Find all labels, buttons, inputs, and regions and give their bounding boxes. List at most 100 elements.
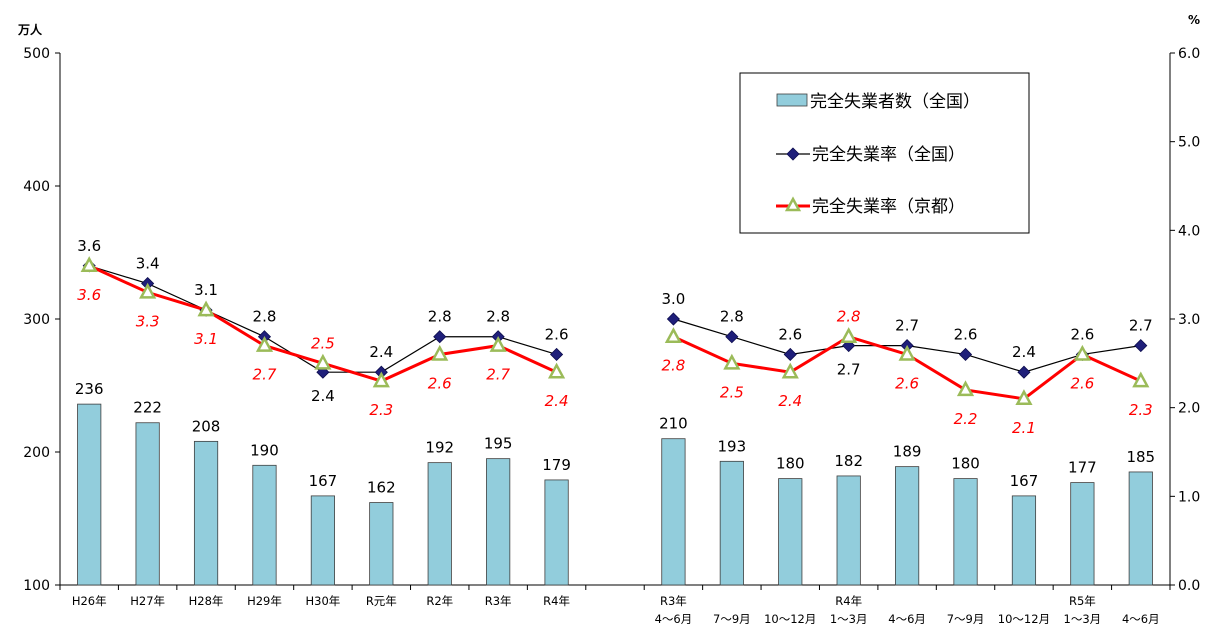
kyoto-rate-label: 2.1 [1012, 419, 1036, 437]
right-tick-label: 3.0 [1178, 312, 1200, 328]
left-tick-label: 500 [23, 46, 50, 62]
bar [310, 495, 335, 586]
legend-entry-bar: 完全失業者数（全国） [810, 92, 980, 112]
left-tick-label: 300 [23, 312, 50, 328]
x-tick-label: R2年 [426, 594, 453, 608]
bar [953, 478, 978, 586]
bar [836, 475, 861, 586]
national-rate-label: 3.6 [77, 237, 101, 255]
right-tick-label: 5.0 [1178, 135, 1200, 151]
kyoto-marker [314, 353, 332, 370]
kyoto-marker [80, 256, 98, 273]
bar-value-label: 177 [1068, 459, 1097, 477]
legend-bar-swatch [776, 93, 808, 107]
national-rate-label: 2.7 [837, 361, 861, 379]
bar-value-label: 236 [75, 380, 104, 398]
x-tick-label-sub: 4～6月 [888, 612, 926, 626]
kyoto-rate-label: 2.8 [837, 308, 861, 326]
national-marker [433, 330, 447, 344]
bar [369, 502, 394, 586]
bar-value-label: 210 [659, 415, 688, 433]
national-marker [550, 347, 564, 362]
kyoto-rate-label: 2.2 [954, 410, 978, 428]
national-rate-label: 3.0 [661, 290, 685, 308]
legend-kyoto-marker [784, 196, 802, 212]
bar [544, 479, 569, 586]
right-tick-label: 2.0 [1178, 401, 1200, 417]
national-rate-label: 2.4 [369, 343, 393, 361]
bar-value-label: 180 [951, 455, 980, 473]
national-marker [1017, 365, 1031, 379]
x-tick-label: H30年 [306, 594, 341, 608]
bar [1128, 471, 1153, 586]
left-axis-unit: 万人 [17, 22, 43, 37]
national-rate-label: 2.6 [954, 325, 978, 343]
national-rate-label: 2.8 [486, 308, 510, 326]
bars-national-unemployed [77, 403, 1153, 586]
national-rate-label: 2.7 [1129, 317, 1153, 335]
bar-value-label: 192 [425, 439, 454, 457]
right-tick-label: 0.0 [1178, 578, 1200, 594]
x-tick-label: H29年 [247, 594, 282, 608]
kyoto-rate-label: 2.8 [661, 357, 685, 375]
kyoto-rate-label: 2.4 [545, 392, 569, 410]
kyoto-rate-label: 2.4 [778, 392, 802, 410]
bar [486, 458, 511, 586]
x-tick-label-sub: 1～3月 [830, 612, 868, 626]
national-rate-label: 2.8 [720, 308, 744, 326]
x-tick-label: H26年 [72, 594, 107, 608]
bar [77, 403, 102, 586]
legend-entry-national: 完全失業率（全国） [812, 145, 965, 165]
national-rate-label: 2.7 [895, 317, 919, 335]
kyoto-marker [781, 362, 799, 379]
bar [193, 440, 219, 586]
right-tick-label: 1.0 [1178, 489, 1200, 505]
bar-value-label: 180 [776, 455, 805, 473]
kyoto-marker [723, 353, 741, 370]
axes: 100 200 300 400 500 0.0 1.0 2.0 3.0 4.0 5.0 6.0 H26年… [23, 46, 1200, 626]
national-marker [958, 347, 973, 362]
kyoto-marker [489, 335, 507, 352]
bar [895, 466, 920, 586]
bar [719, 460, 744, 586]
bar-value-label: 167 [1010, 472, 1039, 490]
left-tick-label: 100 [23, 578, 50, 594]
x-tick-label: R3年 [485, 594, 512, 608]
bar-value-label: 182 [834, 452, 863, 470]
kyoto-marker [197, 300, 215, 317]
kyoto-marker [139, 282, 157, 299]
x-tick-label: R3年 [660, 594, 687, 608]
left-tick-label: 200 [23, 445, 50, 461]
kyoto-rate-label: 3.6 [77, 286, 101, 304]
bar-value-label: 185 [1126, 448, 1155, 466]
x-tick-label-sub: 7～9月 [947, 612, 985, 626]
x-tick-label: R5年 [1069, 594, 1096, 608]
kyoto-marker [1132, 371, 1150, 388]
right-tick-label: 4.0 [1178, 223, 1200, 239]
national-rate-label: 2.4 [311, 387, 335, 405]
bar-value-label: 167 [309, 472, 338, 490]
bar [252, 464, 277, 586]
national-rate-label: 3.4 [136, 255, 160, 273]
kyoto-marker [431, 344, 449, 361]
kyoto-rate-label: 2.6 [895, 374, 919, 392]
national-rate-label: 2.6 [545, 325, 569, 343]
bar [661, 438, 686, 586]
bar-value-label: 195 [484, 435, 513, 453]
national-rate-label: 2.4 [1012, 343, 1036, 361]
national-rate-label: 2.6 [778, 325, 802, 343]
bar-value-label: 193 [718, 437, 747, 455]
x-tick-label: R4年 [543, 594, 570, 608]
kyoto-rate-label: 2.5 [311, 334, 335, 352]
national-rate-label: 2.8 [428, 308, 452, 326]
x-tick-label-sub: 1～3月 [1064, 612, 1102, 626]
data-labels: 236 222 208 190 167 162 192 195 179 210 193 180 182 1… [75, 237, 1155, 497]
bar [135, 422, 160, 586]
national-rate-label: 2.6 [1070, 325, 1094, 343]
bar-value-label: 190 [250, 441, 279, 459]
x-tick-label-sub: 4～6月 [1122, 612, 1160, 626]
x-tick-label: H27年 [130, 594, 165, 608]
x-tick-label: R元年 [366, 594, 397, 608]
bar-value-label: 208 [192, 417, 221, 435]
